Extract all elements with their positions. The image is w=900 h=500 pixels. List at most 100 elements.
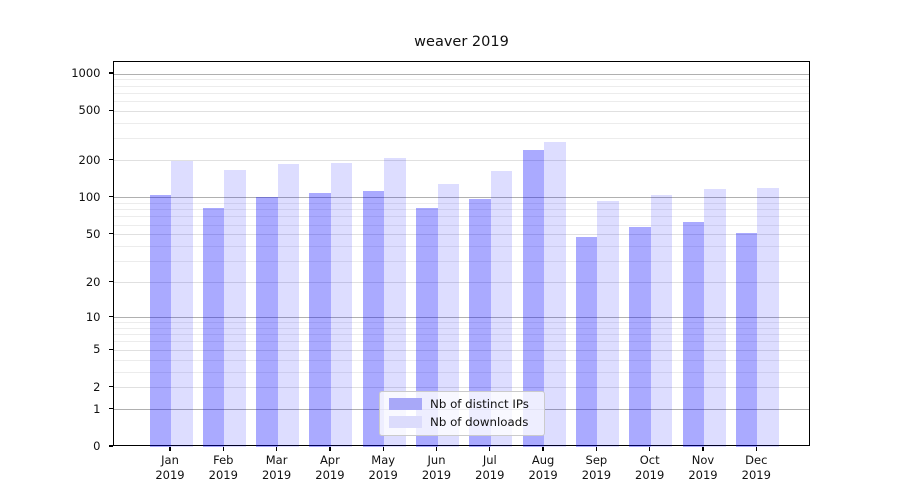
bar-distinct-ips-mar <box>256 196 278 447</box>
gridline-minor <box>114 85 809 87</box>
gridline-minor <box>114 359 809 361</box>
x-tick-label-mar: Mar 2019 <box>261 453 292 482</box>
legend-swatch-distinct-ips <box>389 398 422 410</box>
legend-label-distinct-ips: Nb of distinct IPs <box>430 397 529 411</box>
gridline-minor <box>114 371 809 373</box>
legend: Nb of distinct IPs Nb of downloads <box>379 391 545 436</box>
bar-distinct-ips-dec <box>735 232 758 447</box>
y-tick-mark-50 <box>108 233 113 235</box>
bar-distinct-ips-nov <box>682 222 704 447</box>
bar-downloads-aug <box>544 141 566 447</box>
gridline-minor <box>114 202 809 204</box>
x-tick-label-nov: Nov 2019 <box>688 453 718 482</box>
y-tick-label-1: 1 <box>93 401 101 416</box>
x-tick-mark-jun <box>435 446 438 451</box>
legend-item-downloads: Nb of downloads <box>389 415 535 429</box>
y-tick-mark-10 <box>108 315 113 318</box>
y-tick-mark-100 <box>108 196 113 198</box>
x-tick-mark-aug <box>542 446 544 451</box>
y-tick-label-1000: 1000 <box>71 66 101 80</box>
y-tick-label-200: 200 <box>78 152 101 167</box>
gridline-10 <box>114 317 809 319</box>
bar-distinct-ips-feb <box>202 207 225 447</box>
gridline-minor <box>114 209 809 211</box>
gridline-20 <box>114 282 809 284</box>
x-tick-mark-dec <box>755 446 757 451</box>
bar-downloads-nov <box>704 188 726 447</box>
y-tick-label-50: 50 <box>85 226 101 241</box>
gridline-minor <box>114 138 809 140</box>
y-tick-label-0: 0 <box>93 439 101 453</box>
x-tick-label-feb: Feb 2019 <box>208 453 238 482</box>
y-tick-label-20: 20 <box>85 274 101 289</box>
x-tick-mark-sep <box>595 446 598 451</box>
x-tick-label-sep: Sep 2019 <box>581 453 612 482</box>
y-tick-label-5: 5 <box>93 342 101 357</box>
legend-label-downloads: Nb of downloads <box>430 415 529 429</box>
x-tick-mark-jan <box>169 446 171 451</box>
x-tick-mark-jul <box>489 446 491 451</box>
x-tick-mark-feb <box>222 446 224 451</box>
gridline-minor <box>114 79 809 81</box>
bar-distinct-ips-sep <box>575 236 598 447</box>
x-tick-mark-oct <box>649 446 651 451</box>
gridline-minor <box>114 224 809 226</box>
bar-downloads-apr <box>330 163 353 447</box>
y-tick-mark-1 <box>108 407 113 410</box>
bar-downloads-sep <box>597 201 619 447</box>
gridline-minor <box>114 261 809 263</box>
x-tick-label-jun: Jun 2019 <box>421 453 452 482</box>
y-tick-mark-1000 <box>108 72 113 74</box>
y-tick-mark-500 <box>108 109 113 111</box>
gridline-minor <box>114 341 809 343</box>
x-tick-label-apr: Apr 2019 <box>315 453 345 482</box>
x-tick-label-jan: Jan 2019 <box>155 453 185 482</box>
y-tick-mark-5 <box>108 348 113 350</box>
bar-distinct-ips-jan <box>149 194 171 447</box>
bar-downloads-dec <box>757 188 779 447</box>
bar-distinct-ips-jun <box>416 208 438 447</box>
gridline-minor <box>114 101 809 103</box>
bar-downloads-may <box>384 157 406 447</box>
y-tick-label-10: 10 <box>85 309 101 324</box>
gridline-minor <box>114 216 809 218</box>
bar-downloads-jul <box>490 171 513 447</box>
bar-downloads-feb <box>224 170 246 447</box>
x-tick-label-may: May 2019 <box>368 453 398 482</box>
bar-distinct-ips-oct <box>629 226 651 447</box>
gridline-minor <box>114 246 809 247</box>
gridline-100 <box>114 197 809 199</box>
gridline-minor <box>114 334 809 336</box>
gridline-minor <box>114 92 809 94</box>
bar-distinct-ips-aug <box>522 149 545 447</box>
gridline-minor <box>114 322 809 324</box>
gridline-5 <box>114 349 809 351</box>
gridline-200 <box>114 160 809 162</box>
bar-distinct-ips-may <box>362 190 385 447</box>
gridline-minor <box>114 327 809 329</box>
gridline-50 <box>114 234 809 236</box>
y-tick-mark-2 <box>108 386 113 388</box>
x-tick-mark-mar <box>275 446 278 451</box>
y-tick-mark-200 <box>108 159 113 161</box>
x-tick-mark-apr <box>329 446 331 451</box>
x-tick-label-oct: Oct 2019 <box>635 453 665 482</box>
plot-area <box>113 61 810 447</box>
y-tick-label-500: 500 <box>78 103 101 118</box>
gridline-1000 <box>114 73 809 75</box>
legend-swatch-downloads <box>389 416 422 428</box>
y-tick-mark-0 <box>108 445 113 447</box>
gridline-500 <box>114 110 809 112</box>
bar-downloads-mar <box>277 164 300 447</box>
gridline-minor <box>114 122 809 124</box>
bar-downloads-oct <box>650 195 673 447</box>
y-tick-mark-20 <box>108 280 113 283</box>
bar-downloads-jun <box>437 184 459 447</box>
x-tick-label-dec: Dec 2019 <box>741 453 771 482</box>
x-tick-mark-may <box>382 446 384 451</box>
bar-distinct-ips-jul <box>469 199 491 447</box>
bar-downloads-jan <box>171 161 193 447</box>
chart-title: weaver 2019 <box>414 34 509 50</box>
legend-item-distinct-ips: Nb of distinct IPs <box>389 397 535 411</box>
